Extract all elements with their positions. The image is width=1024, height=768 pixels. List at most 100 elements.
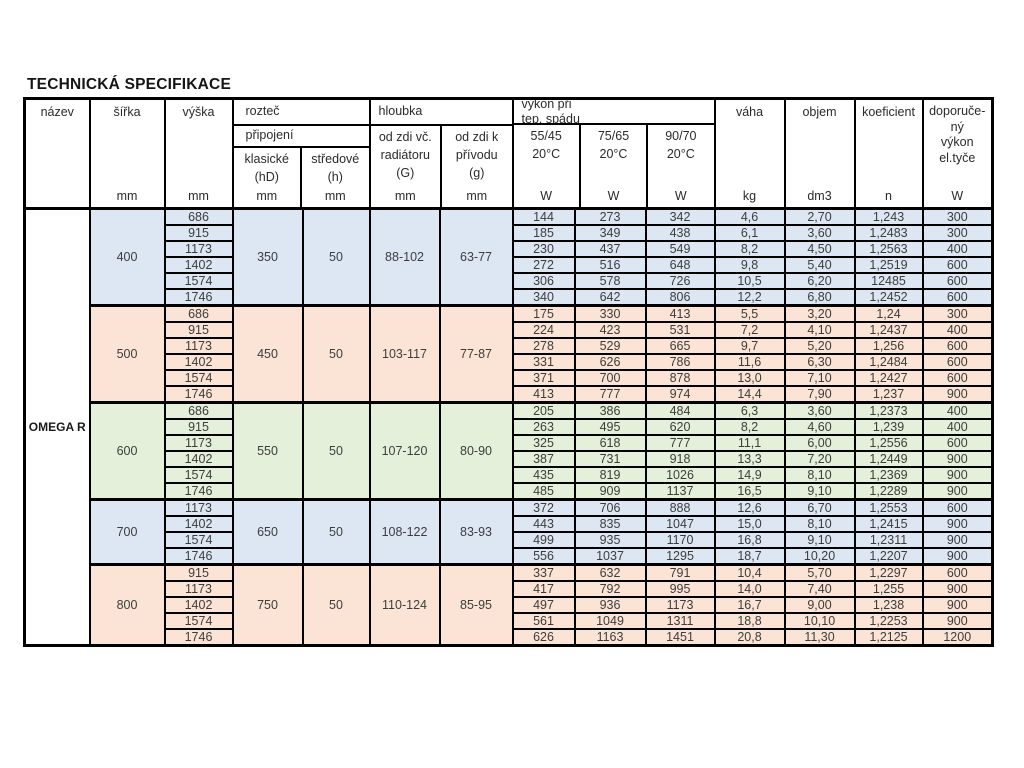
header-vyska-label: výška (182, 105, 215, 119)
volume-cell: 7,20 (783, 450, 856, 468)
volume-cell: 11,30 (783, 628, 856, 647)
volume-cell: 6,80 (783, 288, 856, 307)
unit-w: W (674, 189, 687, 203)
power-55-45-cell: 175 (511, 304, 576, 323)
width-cell: 500 (88, 304, 166, 404)
recommended-power-cell: 600 (921, 337, 994, 355)
power-75-65-cell: 819 (573, 466, 647, 484)
volume-cell: 9,10 (783, 531, 856, 549)
table-row: 600 686 550 50 107-120 80-90 205 386 484 6,3 3,60 1… (25, 401, 994, 501)
height-cell: 1173 (163, 498, 234, 517)
volume-cell: 4,50 (783, 240, 856, 258)
power-75-65-cell: 437 (573, 240, 647, 258)
height-cell: 1746 (163, 385, 234, 404)
power-75-65-cell: 330 (573, 304, 647, 323)
power-90-70-cell: 1026 (644, 466, 716, 484)
power-75-65-cell: 632 (573, 563, 647, 582)
power-55-45-cell: 185 (511, 224, 576, 242)
coefficient-cell: 1,2553 (853, 498, 924, 517)
power-90-70-cell: 438 (644, 224, 716, 242)
weight-cell: 9,7 (713, 337, 786, 355)
power-75-65-cell: 626 (573, 353, 647, 371)
recommended-power-cell: 900 (921, 466, 994, 484)
weight-cell: 8,2 (713, 240, 786, 258)
height-cell: 1746 (163, 482, 234, 501)
recommended-power-cell: 400 (921, 401, 994, 420)
height-cell: 686 (163, 207, 234, 226)
header-vykon-label: výkon při tep. spádu (514, 101, 713, 125)
depth-g-cell: 103-117 (368, 304, 441, 404)
height-cell: 1574 (163, 612, 234, 630)
power-90-70-cell: 726 (644, 272, 716, 290)
power-75-65-cell: 618 (573, 434, 647, 452)
recommended-power-cell: 900 (921, 531, 994, 549)
power-55-45-cell: 337 (511, 563, 576, 582)
depth-g-cell: 107-120 (368, 401, 441, 501)
header-pripojeni-label: připojení (234, 126, 368, 148)
table-row: 1746 340 642 806 12,2 6,80 1,2452 600 (25, 288, 994, 307)
volume-cell: 9,00 (783, 596, 856, 614)
power-90-70-cell: 974 (644, 385, 716, 404)
volume-cell: 4,10 (783, 321, 856, 339)
power-75-65-cell: 731 (573, 450, 647, 468)
recommended-power-cell: 600 (921, 563, 994, 582)
height-cell: 915 (163, 321, 234, 339)
unit-w: W (951, 189, 964, 203)
recommended-power-cell: 600 (921, 288, 994, 307)
table-row: 500 686 450 50 103-117 77-87 175 330 413 5,5 3,20 1… (25, 304, 994, 404)
power-90-70-cell: 918 (644, 450, 716, 468)
power-55-45-cell: 561 (511, 612, 576, 630)
height-cell: 1574 (163, 531, 234, 549)
power-75-65-cell: 936 (573, 596, 647, 614)
height-cell: 1574 (163, 466, 234, 484)
height-cell: 686 (163, 401, 234, 420)
coefficient-cell: 1,2311 (853, 531, 924, 549)
height-cell: 1402 (163, 353, 234, 371)
power-55-45-cell: 435 (511, 466, 576, 484)
unit-kg: kg (742, 189, 757, 203)
power-75-65-cell: 1037 (573, 547, 647, 566)
height-cell: 915 (163, 563, 234, 582)
volume-cell: 6,70 (783, 498, 856, 517)
volume-cell: 10,10 (783, 612, 856, 630)
header-roztec-label: rozteč (234, 101, 368, 126)
recommended-power-cell: 600 (921, 272, 994, 290)
pitch-center-cell: 50 (301, 498, 371, 566)
power-55-45-cell: 372 (511, 498, 576, 517)
recommended-power-cell: 900 (921, 612, 994, 630)
power-75-65-cell: 706 (573, 498, 647, 517)
power-90-70-cell: 1137 (644, 482, 716, 501)
weight-cell: 18,7 (713, 547, 786, 566)
power-75-65-cell: 495 (573, 418, 647, 436)
recommended-power-cell: 400 (921, 240, 994, 258)
width-cell: 600 (88, 401, 166, 501)
table-row: 1746 556 1037 1295 18,7 10,20 1,2207 900 (25, 547, 994, 566)
coefficient-cell: 1,2125 (853, 628, 924, 647)
table-row: 1173 325 618 777 11,1 6,00 1,2556 600 (25, 434, 994, 452)
power-90-70-cell: 665 (644, 337, 716, 355)
coefficient-cell: 1,2452 (853, 288, 924, 307)
height-cell: 1173 (163, 240, 234, 258)
coefficient-cell: 1,2519 (853, 256, 924, 274)
depth-g-small-cell: 63-77 (438, 207, 514, 307)
width-cell: 800 (88, 563, 166, 647)
power-90-70-cell: 791 (644, 563, 716, 582)
header-sirka: šířka mm (88, 97, 166, 210)
table-row: 915 224 423 531 7,2 4,10 1,2437 400 (25, 321, 994, 339)
coefficient-cell: 1,2289 (853, 482, 924, 501)
weight-cell: 16,5 (713, 482, 786, 501)
power-75-65-cell: 642 (573, 288, 647, 307)
unit-w: W (607, 189, 620, 203)
power-90-70-cell: 549 (644, 240, 716, 258)
recommended-power-cell: 1200 (921, 628, 994, 647)
table-row: 1402 331 626 786 11,6 6,30 1,2484 600 (25, 353, 994, 371)
power-55-45-cell: 340 (511, 288, 576, 307)
unit-mm: mm (466, 189, 488, 203)
weight-cell: 6,1 (713, 224, 786, 242)
power-90-70-cell: 888 (644, 498, 716, 517)
height-cell: 1173 (163, 434, 234, 452)
header-sirka-label: šířka (113, 105, 141, 119)
table-row: 1746 626 1163 1451 20,8 11,30 1,2125 1200 (25, 628, 994, 647)
power-55-45-cell: 224 (511, 321, 576, 339)
coefficient-cell: 1,256 (853, 337, 924, 355)
